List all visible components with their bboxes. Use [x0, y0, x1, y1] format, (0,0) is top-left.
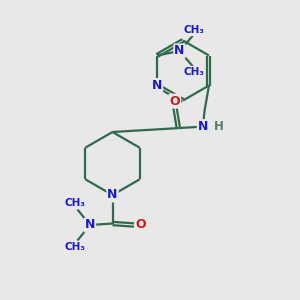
Text: N: N: [174, 44, 185, 58]
Text: CH₃: CH₃: [64, 242, 86, 252]
Text: CH₃: CH₃: [183, 25, 204, 35]
Text: N: N: [85, 218, 95, 232]
Text: N: N: [107, 188, 118, 202]
Text: CH₃: CH₃: [64, 198, 86, 208]
Text: O: O: [169, 94, 180, 108]
Text: CH₃: CH₃: [183, 67, 204, 77]
Text: H: H: [214, 120, 224, 133]
Text: N: N: [152, 79, 162, 92]
Text: N: N: [198, 120, 208, 133]
Text: O: O: [135, 218, 146, 232]
